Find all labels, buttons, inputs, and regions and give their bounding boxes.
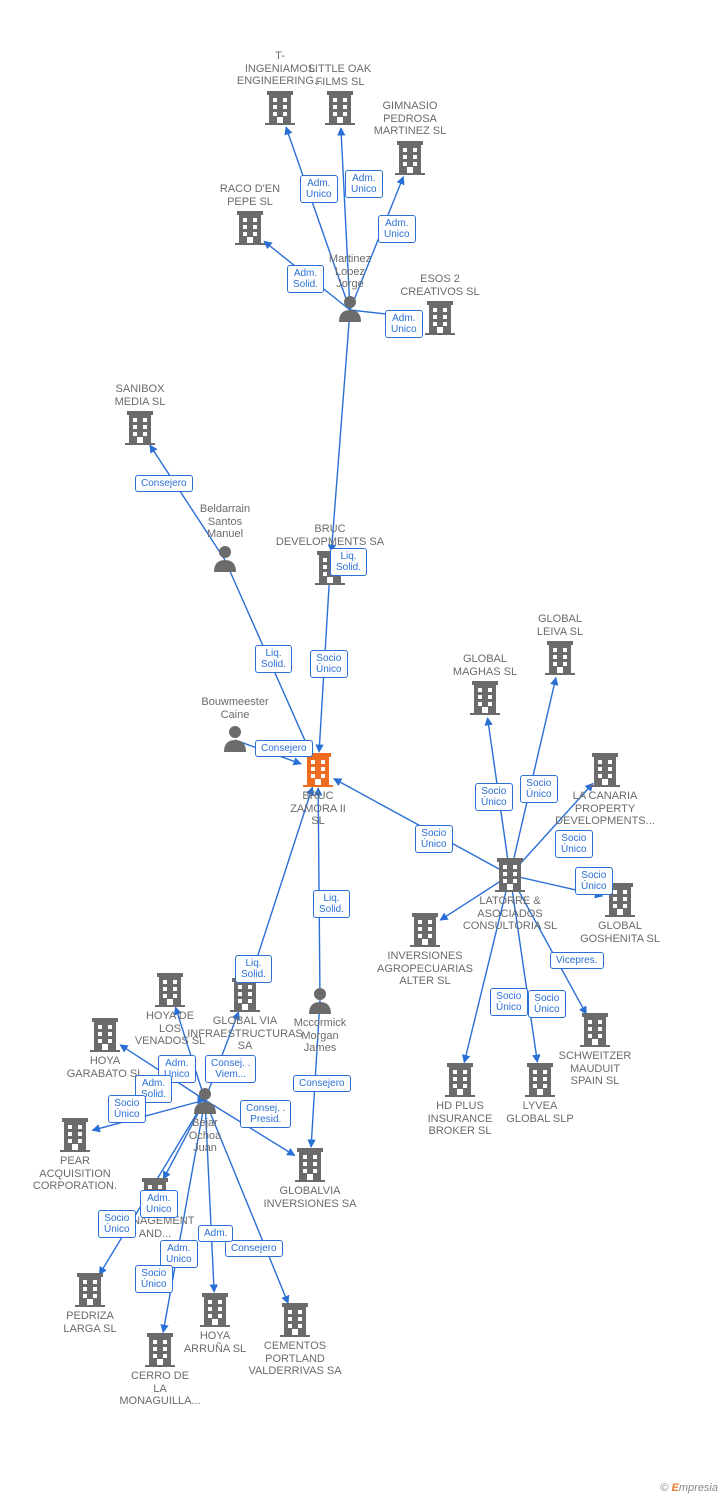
footer-copyright: © Empresia (660, 1482, 718, 1494)
company-node-gimnasio[interactable]: GIMNASIOPEDROSAMARTINEZ SL (350, 100, 470, 175)
node-label: GIMNASIOPEDROSAMARTINEZ SL (350, 100, 470, 138)
edge-label: Adm.Unico (140, 1190, 178, 1218)
node-label: CERRO DELAMONAGUILLA... (100, 1370, 220, 1408)
edge-label: SocioÚnico (135, 1265, 173, 1293)
company-node-bruc_zamora[interactable]: BRUCZAMORA IISL (258, 753, 378, 828)
edge-label: Liq.Solid. (255, 645, 292, 673)
edge-label: Consejero (135, 475, 193, 492)
company-node-raco[interactable]: RACO D'ENPEPE SL (190, 183, 310, 245)
company-node-pedriza[interactable]: PEDRIZALARGA SL (30, 1273, 150, 1335)
person-node-beldarrain[interactable]: BeldarrainSantosManuel (165, 503, 285, 572)
edge-label: Liq.Solid. (235, 955, 272, 983)
company-node-la_canaria[interactable]: LA CANARIAPROPERTYDEVELOPMENTS... (545, 753, 665, 828)
edge-label: Adm.Unico (385, 310, 423, 338)
company-node-hoya_garabato[interactable]: HOYAGARABATO SL (45, 1018, 165, 1080)
company-node-globalvia_inv[interactable]: GLOBALVIAINVERSIONES SA (250, 1148, 370, 1210)
edge-label: Adm. (198, 1225, 233, 1242)
node-label: PEDRIZALARGA SL (30, 1310, 150, 1335)
edge (331, 310, 350, 552)
node-label: SANIBOXMEDIA SL (80, 383, 200, 408)
node-label: GLOBALGOSHENITA SL (560, 920, 680, 945)
company-node-inv_agro[interactable]: INVERSIONESAGROPECUARIASALTER SL (365, 913, 485, 988)
node-label: BRUCDEVELOPMENTS SA (270, 523, 390, 548)
edge-label: SocioÚnico (528, 990, 566, 1018)
edge-label: SocioÚnico (475, 783, 513, 811)
edge-label: Liq.Solid. (313, 890, 350, 918)
edge-label: Adm.Unico (378, 215, 416, 243)
edge-label: SocioÚnico (575, 867, 613, 895)
edge-label: Consejero (225, 1240, 283, 1257)
edge-label: Adm.Unico (300, 175, 338, 203)
node-label: MccormickMorganJames (260, 1017, 380, 1055)
edge-label: SocioÚnico (98, 1210, 136, 1238)
edge-label: SocioÚnico (520, 775, 558, 803)
edge-label: Consej. .Presid. (240, 1100, 291, 1128)
edge-label: Consejero (255, 740, 313, 757)
company-node-cerro[interactable]: CERRO DELAMONAGUILLA... (100, 1333, 220, 1408)
edge-label: SocioÚnico (555, 830, 593, 858)
node-label: BeldarrainSantosManuel (165, 503, 285, 541)
edge-label: SocioÚnico (108, 1095, 146, 1123)
edge-label: SocioÚnico (415, 825, 453, 853)
edge-label: Liq.Solid. (330, 548, 367, 576)
edge-label: Adm.Unico (345, 170, 383, 198)
node-label: ESOS 2CREATIVOS SL (380, 273, 500, 298)
company-node-cementos[interactable]: CEMENTOSPORTLANDVALDERRIVAS SA (235, 1303, 355, 1378)
edge-label: SocioÚnico (310, 650, 348, 678)
edge-label: Consej. .Viem... (205, 1055, 256, 1083)
node-label: LITTLE OAKFILMS SL (280, 63, 400, 88)
edge-label: Consejero (293, 1075, 351, 1092)
node-label: LA CANARIAPROPERTYDEVELOPMENTS... (545, 790, 665, 828)
edge-label: Adm.Solid. (287, 265, 324, 293)
company-node-lyvea[interactable]: LYVEAGLOBAL SLP (480, 1063, 600, 1125)
node-label: GLOBALLEIVA SL (500, 613, 620, 638)
node-label: CEMENTOSPORTLANDVALDERRIVAS SA (235, 1340, 355, 1378)
node-label: GLOBALVIAINVERSIONES SA (250, 1185, 370, 1210)
node-label: INVERSIONESAGROPECUARIASALTER SL (365, 950, 485, 988)
edge-label: Adm.Unico (160, 1240, 198, 1268)
node-label: BRUCZAMORA IISL (258, 790, 378, 828)
edge-label: SocioÚnico (490, 988, 528, 1016)
node-label: LYVEAGLOBAL SLP (480, 1100, 600, 1125)
node-label: GLOBALMAGHAS SL (425, 653, 545, 678)
person-node-mccormick[interactable]: MccormickMorganJames (260, 986, 380, 1055)
node-label: BouwmeesterCaine (175, 696, 295, 721)
company-node-sanibox[interactable]: SANIBOXMEDIA SL (80, 383, 200, 445)
company-node-global_maghas[interactable]: GLOBALMAGHAS SL (425, 653, 545, 715)
node-label: RACO D'ENPEPE SL (190, 183, 310, 208)
edge-label: Vicepres. (550, 952, 604, 969)
